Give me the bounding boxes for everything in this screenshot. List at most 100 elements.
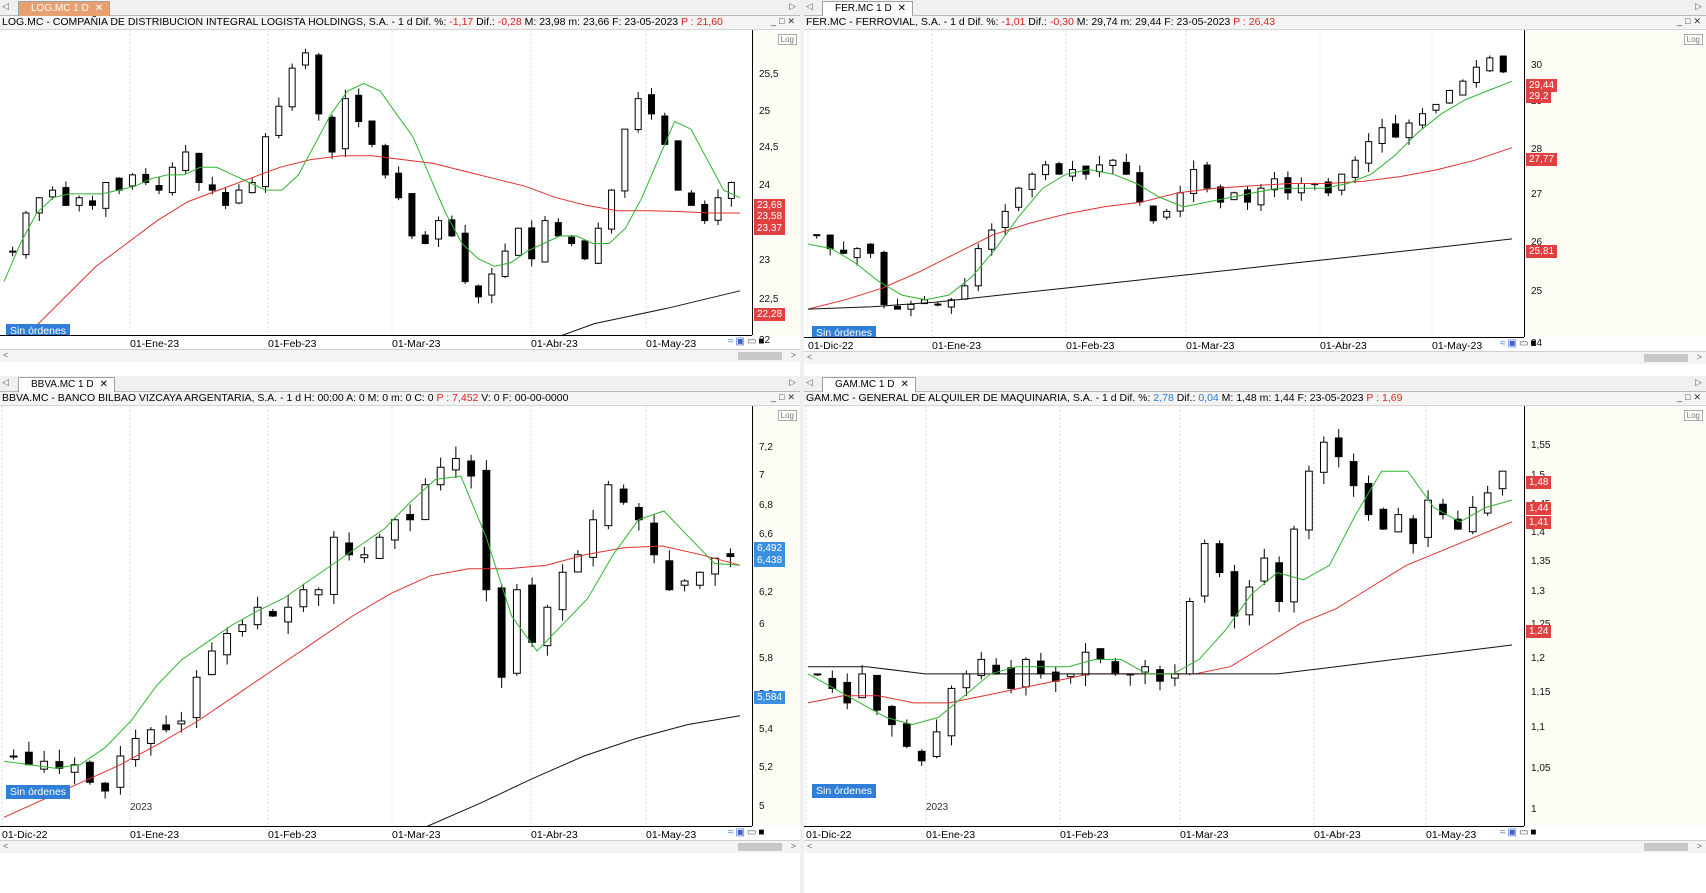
scroll-left-arrow[interactable]: < (807, 352, 813, 362)
y-tick-label: 5,8 (759, 653, 773, 664)
indicator-icon[interactable]: ≈ (728, 336, 736, 347)
scroll-right-icon[interactable]: ▷ (789, 1, 796, 11)
close-icon[interactable]: ✕ (787, 16, 798, 26)
log-scale-toggle[interactable]: Log (777, 410, 797, 421)
scroll-right-icon[interactable]: ▷ (1695, 377, 1702, 387)
minimize-icon[interactable]: _ (771, 16, 780, 26)
fill-icon[interactable]: ■ (1530, 338, 1539, 349)
tab-gam[interactable]: GAM.MC 1 D ✕ (822, 377, 916, 392)
candle-body (1483, 492, 1492, 514)
maximize-icon[interactable]: □ (779, 392, 788, 402)
candle-body (826, 234, 834, 250)
indicator-icon[interactable]: ≈ (1500, 827, 1508, 838)
price-chart[interactable] (0, 406, 752, 826)
tab-bbva[interactable]: BBVA.MC 1 D ✕ (18, 377, 115, 392)
maximize-icon[interactable]: □ (1685, 16, 1694, 26)
candle-body (568, 236, 576, 244)
y-tick-label: 24 (1531, 338, 1543, 349)
fill-icon[interactable]: ■ (758, 827, 767, 838)
tab-fer[interactable]: FER.MC 1 D ✕ (822, 1, 914, 16)
save-icon[interactable]: ▣ (735, 336, 747, 347)
candle-body (461, 232, 469, 283)
layout-icon[interactable]: ▭ (746, 827, 759, 838)
price-chart[interactable] (804, 406, 1524, 826)
y-tick-label: 7 (759, 470, 765, 481)
candle-body (1122, 161, 1130, 175)
window-buttons: _□✕ (771, 392, 798, 403)
scroll-right-arrow[interactable]: > (1696, 841, 1702, 851)
close-tab-icon[interactable]: ✕ (94, 3, 104, 14)
save-icon[interactable]: ▣ (1507, 827, 1519, 838)
x-tick-label: 01-Feb-23 (1060, 829, 1109, 841)
scroll-thumb[interactable] (1644, 354, 1688, 362)
candle-body (1439, 503, 1447, 516)
x-tick-label: 01-Mar-23 (392, 338, 441, 350)
tab-log[interactable]: LOG.MC 1 D ✕ (18, 1, 111, 16)
maximize-icon[interactable]: □ (1685, 392, 1694, 402)
scroll-right-arrow[interactable]: > (790, 350, 796, 360)
minimize-icon[interactable]: _ (771, 392, 780, 402)
y-tick-label: 24,5 (759, 142, 779, 153)
scroll-thumb[interactable] (738, 843, 782, 851)
scroll-right-arrow[interactable]: > (790, 841, 796, 851)
x-tick-label: 01-Abr-23 (531, 829, 578, 841)
log-scale-toggle[interactable]: Log (777, 34, 797, 45)
fill-icon[interactable]: ■ (758, 336, 767, 347)
scroll-left-arrow[interactable]: < (3, 841, 9, 851)
header-field: Dif.: (1173, 392, 1199, 404)
scroll-thumb[interactable] (738, 352, 782, 360)
horizontal-scrollbar[interactable]: < > (0, 840, 800, 853)
candle-body (867, 243, 875, 254)
close-tab-icon[interactable]: ✕ (897, 3, 907, 14)
scroll-left-icon[interactable]: ◁ (2, 377, 9, 387)
candle-body (355, 94, 363, 123)
log-scale-toggle[interactable]: Log (1683, 410, 1703, 421)
maximize-icon[interactable]: □ (779, 16, 788, 26)
minimize-icon[interactable]: _ (1677, 16, 1686, 26)
close-tab-icon[interactable]: ✕ (99, 379, 108, 390)
close-icon[interactable]: ✕ (1693, 16, 1704, 26)
window-buttons: _□✕ (1677, 392, 1704, 403)
layout-icon[interactable]: ▭ (1518, 338, 1531, 349)
scroll-left-arrow[interactable]: < (3, 350, 9, 360)
candle-body (1149, 205, 1157, 222)
candle-body (1392, 123, 1400, 138)
layout-icon[interactable]: ▭ (1518, 827, 1531, 838)
save-icon[interactable]: ▣ (1507, 338, 1519, 349)
scroll-right-icon[interactable]: ▷ (789, 377, 796, 387)
save-icon[interactable]: ▣ (735, 827, 747, 838)
minimize-icon[interactable]: _ (1677, 392, 1686, 402)
price-chart[interactable] (0, 30, 752, 335)
scroll-left-icon[interactable]: ◁ (806, 377, 813, 387)
close-icon[interactable]: ✕ (787, 392, 798, 402)
horizontal-scrollbar[interactable]: < > (804, 351, 1706, 364)
fill-icon[interactable]: ■ (1530, 827, 1539, 838)
log-scale-toggle[interactable]: Log (1683, 34, 1703, 45)
price-badge: 23,58 (754, 210, 786, 223)
chart-pane-log: ◁ ▷ LOG.MC 1 D ✕ LOG.MC - COMPAÑIA DE DISTRI… (0, 0, 800, 378)
ma-slow-line (561, 290, 741, 335)
candle-body (1042, 164, 1050, 176)
scroll-right-arrow[interactable]: > (1696, 352, 1702, 362)
window-buttons: _□✕ (771, 16, 798, 27)
close-tab-icon[interactable]: ✕ (900, 379, 909, 390)
scroll-left-icon[interactable]: ◁ (806, 1, 813, 11)
indicator-icon[interactable]: ≈ (728, 827, 736, 838)
candle-body (192, 676, 201, 719)
close-icon[interactable]: ✕ (1693, 392, 1704, 402)
scroll-left-arrow[interactable]: < (807, 841, 813, 851)
horizontal-scrollbar[interactable]: < > (804, 840, 1706, 853)
candle-body (665, 560, 674, 591)
price-chart[interactable] (804, 30, 1524, 337)
x-tick-label: 01-Ene-23 (926, 829, 976, 841)
layout-icon[interactable]: ▭ (746, 336, 759, 347)
indicator-icon[interactable]: ≈ (1500, 338, 1508, 349)
scroll-thumb[interactable] (1644, 843, 1688, 851)
scroll-right-icon[interactable]: ▷ (1695, 1, 1702, 11)
candle-body (512, 589, 521, 674)
candle-body (726, 553, 735, 557)
candle-body (1432, 103, 1440, 111)
horizontal-scrollbar[interactable]: < > (0, 349, 800, 362)
candle-body (328, 116, 336, 153)
scroll-left-icon[interactable]: ◁ (2, 1, 9, 11)
